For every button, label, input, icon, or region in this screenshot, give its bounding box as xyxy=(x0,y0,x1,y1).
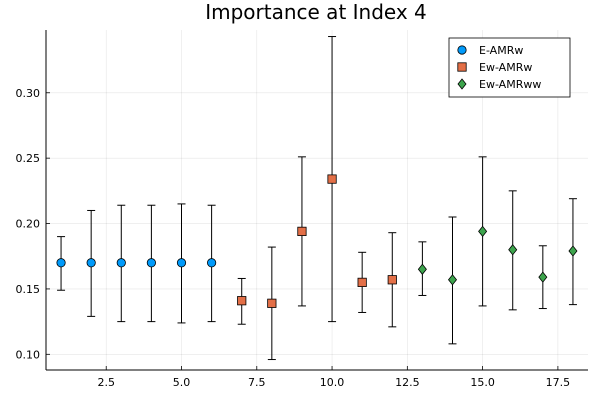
legend: E-AMRw Ew-AMRw Ew-AMRww xyxy=(448,37,571,98)
y-tick-label: 0.15 xyxy=(16,283,41,296)
legend-box xyxy=(448,37,571,98)
y-tick-label: 0.30 xyxy=(16,87,41,100)
data-point-ew-amrw xyxy=(237,296,247,306)
chart-title: Importance at Index 4 xyxy=(205,0,427,24)
legend-marker xyxy=(457,45,467,55)
grid-layer xyxy=(46,30,588,370)
data-point-e-amrw xyxy=(176,258,187,268)
y-tick-label: 0.20 xyxy=(16,218,41,231)
data-markers xyxy=(56,174,578,308)
x-tick-label: 7.5 xyxy=(248,376,266,389)
data-point-e-amrw xyxy=(207,258,217,268)
tick-labels: 2.5 5.0 7.5 10.0 12.5 15.0 17.5 0.10 0.15 0.20 0.2… xyxy=(16,87,571,389)
x-tick-label: 12.5 xyxy=(395,376,420,389)
y-tick-label: 0.10 xyxy=(16,348,41,361)
data-point-ew-amrww xyxy=(417,263,427,275)
data-point-ew-amrww xyxy=(478,225,488,238)
data-point-ew-amrw xyxy=(387,275,397,285)
legend-marker xyxy=(457,78,467,90)
x-tick-label: 5.0 xyxy=(173,376,191,389)
data-point-ew-amrww xyxy=(538,271,548,283)
x-tick-label: 15.0 xyxy=(470,376,495,389)
data-point-ew-amrww xyxy=(447,274,458,286)
legend-label: Ew-AMRww xyxy=(479,78,541,91)
x-tick-label: 10.0 xyxy=(320,376,345,389)
data-point-ew-amrw xyxy=(327,174,337,184)
data-point-ew-amrww xyxy=(568,245,578,257)
x-tick-label: 17.5 xyxy=(546,376,571,389)
data-point-ew-amrw xyxy=(267,298,277,308)
legend-label: Ew-AMRw xyxy=(479,61,532,74)
data-point-e-amrw xyxy=(146,258,156,268)
legend-marker xyxy=(457,62,467,72)
data-point-e-amrw xyxy=(116,258,126,268)
data-point-ew-amrw xyxy=(357,277,367,287)
legend-label: E-AMRw xyxy=(479,44,523,57)
y-tick-label: 0.25 xyxy=(16,152,41,165)
x-tick-label: 2.5 xyxy=(97,376,115,389)
axes xyxy=(45,30,588,371)
data-point-ew-amrw xyxy=(297,226,307,236)
data-point-ew-amrww xyxy=(508,244,518,256)
data-point-e-amrw xyxy=(86,258,96,268)
data-point-e-amrw xyxy=(56,258,66,268)
